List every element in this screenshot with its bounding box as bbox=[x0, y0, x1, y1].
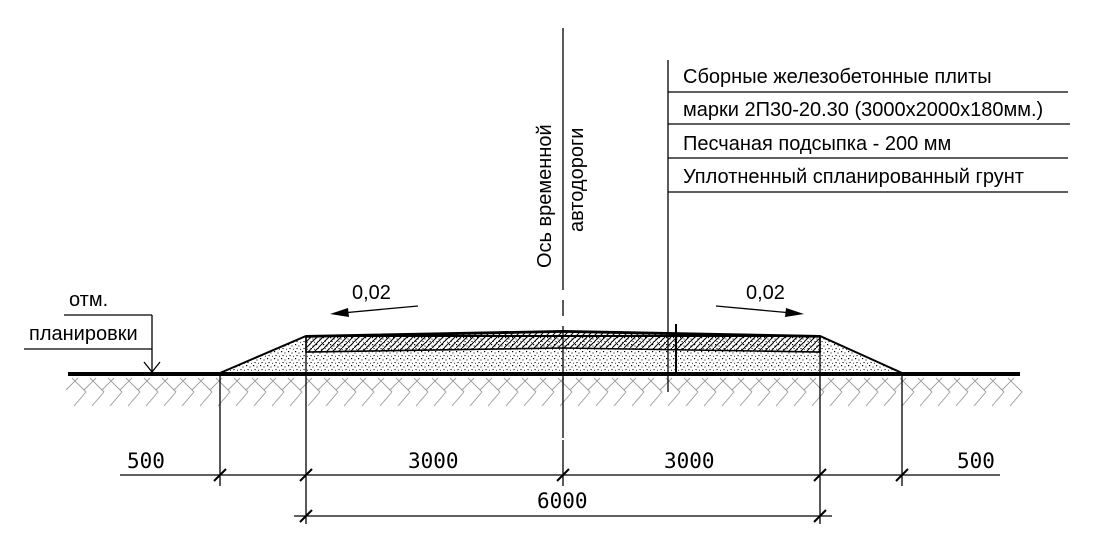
axis-label-line2: автодороги bbox=[566, 128, 588, 232]
slope-arrow-right: 0,02 bbox=[715, 282, 804, 317]
slope-label-left: 0,02 bbox=[352, 282, 391, 304]
axis-label-line1: Ось временной bbox=[534, 124, 556, 268]
level-mark-line1: отм. bbox=[69, 289, 108, 311]
layer-label-4: Уплотненный спланированный грунт bbox=[683, 166, 1024, 188]
layer-label-3: Песчаная подсыпка - 200 мм bbox=[683, 133, 951, 155]
slope-arrow-left: 0,02 bbox=[330, 282, 419, 317]
level-mark-line2: планировки bbox=[29, 323, 138, 345]
dimension-row-1: 500 3000 3000 500 bbox=[120, 449, 1000, 482]
dim-right-half: 3000 bbox=[664, 449, 715, 473]
dim-right-shoulder: 500 bbox=[957, 449, 995, 473]
dim-left-half: 3000 bbox=[408, 449, 459, 473]
layer-label-1: Сборные железобетонные плиты bbox=[683, 66, 992, 88]
layer-label-2: марки 2П30-20.30 (3000х2000х180мм.) bbox=[683, 99, 1043, 121]
layer-callout: Сборные железобетонные плиты марки 2П30-… bbox=[668, 66, 1070, 193]
soil-hatch bbox=[65, 377, 1023, 407]
dim-left-shoulder: 500 bbox=[127, 449, 165, 473]
dimension-row-total: 6000 bbox=[294, 489, 832, 523]
level-mark: отм. планировки bbox=[24, 289, 161, 374]
dimension-extensions bbox=[219, 374, 903, 524]
dim-total: 6000 bbox=[537, 489, 588, 513]
slope-label-right: 0,02 bbox=[746, 282, 785, 304]
